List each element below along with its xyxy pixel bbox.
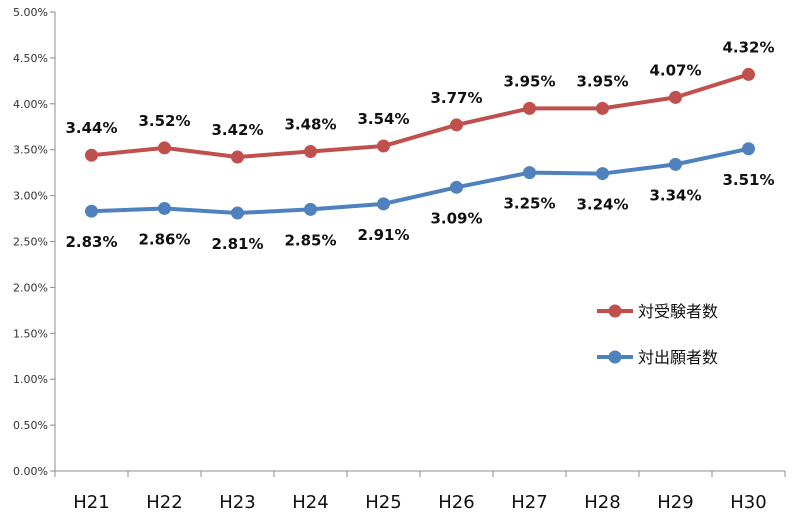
- data-label: 2.85%: [284, 231, 336, 249]
- data-label: 3.95%: [503, 72, 555, 90]
- legend-swatch-marker: [608, 304, 622, 318]
- data-label: 3.51%: [722, 171, 774, 189]
- y-tick-label: 4.00%: [13, 98, 48, 111]
- data-label: 3.54%: [357, 110, 409, 128]
- data-label: 2.91%: [357, 226, 409, 244]
- data-point: [85, 204, 98, 218]
- y-tick-label: 3.50%: [13, 144, 48, 157]
- x-tick-label: H24: [292, 492, 328, 513]
- legend-swatch-marker: [608, 350, 622, 364]
- data-point: [304, 202, 317, 216]
- data-labels: 3.44% 3.52% 3.42% 3.48% 3.54% 3.77% 3.95% 3.95%…: [65, 38, 774, 253]
- data-point: [523, 101, 536, 115]
- data-point: [742, 142, 755, 156]
- data-label: 3.25%: [503, 195, 555, 213]
- data-point: [231, 150, 244, 164]
- data-label: 2.81%: [211, 235, 263, 253]
- x-tick-label: H29: [657, 492, 693, 513]
- data-label: 3.95%: [576, 72, 628, 90]
- data-point: [377, 197, 390, 211]
- y-tick-label: 1.50%: [13, 327, 48, 340]
- data-point: [523, 166, 536, 180]
- x-tick-label: H21: [73, 492, 109, 513]
- x-tick-label: H30: [730, 492, 766, 513]
- x-tick-label: H28: [584, 492, 620, 513]
- data-point: [450, 180, 463, 194]
- data-point: [669, 90, 682, 104]
- data-point: [450, 118, 463, 132]
- data-label: 2.83%: [65, 233, 117, 251]
- series-line-0: [89, 72, 751, 160]
- data-point: [158, 141, 171, 155]
- x-tick-label: H27: [511, 492, 547, 513]
- data-label: 3.24%: [576, 196, 628, 214]
- x-tick-label: H22: [146, 492, 182, 513]
- legend-label: 対出願者数: [638, 348, 718, 367]
- y-axis-ticks: 0.00% 0.50% 1.00% 1.50% 2.00% 2.50% 3.00% 3.50%…: [13, 6, 55, 478]
- y-tick-label: 2.50%: [13, 236, 48, 249]
- legend-label: 対受験者数: [638, 302, 718, 321]
- data-label: 2.86%: [138, 230, 190, 248]
- y-tick-label: 3.00%: [13, 190, 48, 203]
- x-tick-label: H23: [219, 492, 255, 513]
- data-label: 3.09%: [430, 209, 482, 227]
- data-label: 3.42%: [211, 121, 263, 139]
- data-label: 3.52%: [138, 112, 190, 130]
- data-point: [596, 167, 609, 181]
- data-point: [596, 101, 609, 115]
- y-tick-label: 2.00%: [13, 281, 48, 294]
- data-point: [377, 139, 390, 153]
- data-label: 3.44%: [65, 119, 117, 137]
- data-label: 3.77%: [430, 89, 482, 107]
- x-tick-label: H25: [365, 492, 401, 513]
- data-label: 4.07%: [649, 61, 701, 79]
- y-tick-label: 5.00%: [13, 6, 48, 19]
- data-point: [85, 148, 98, 162]
- series-line-1: [89, 146, 751, 216]
- data-point: [231, 206, 244, 220]
- y-tick-label: 0.00%: [13, 465, 48, 478]
- data-label: 3.34%: [649, 186, 701, 204]
- data-label: 4.32%: [722, 38, 774, 56]
- y-tick-label: 0.50%: [13, 419, 48, 432]
- y-tick-label: 4.50%: [13, 52, 48, 65]
- y-tick-label: 1.00%: [13, 373, 48, 386]
- data-point: [304, 145, 317, 159]
- data-label: 3.48%: [284, 116, 336, 134]
- x-axis-ticks: H21 H22 H23 H24 H25 H26 H27 H28 H29 H30: [54, 471, 786, 513]
- x-tick-label: H26: [438, 492, 474, 513]
- data-point: [669, 157, 682, 171]
- data-point: [742, 67, 755, 81]
- data-point: [158, 201, 171, 215]
- series-layer: [85, 67, 755, 220]
